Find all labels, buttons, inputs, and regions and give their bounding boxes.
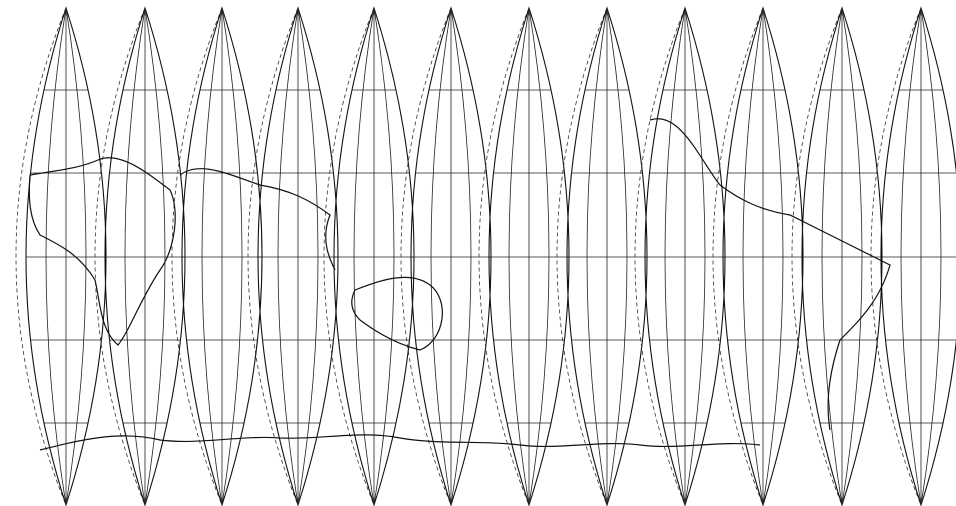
- coastlines: [28, 118, 891, 451]
- gore-outline: [880, 6, 956, 506]
- gore-dashed-edge: [556, 7, 608, 506]
- coastline: [179, 168, 336, 271]
- gore-dashed-edge: [400, 7, 452, 506]
- gore-dashed-edge: [94, 7, 146, 506]
- gore-dashed-edge: [478, 7, 530, 506]
- gore-dashed-edge: [171, 7, 223, 506]
- coastline: [351, 276, 443, 351]
- gore-dashed-edge: [712, 7, 764, 506]
- gore-dashed-edge: [323, 7, 375, 506]
- gore-dashed-edge: [15, 7, 67, 506]
- coastline: [649, 118, 891, 431]
- gores: [15, 6, 956, 506]
- gore-dashed-edge: [870, 7, 922, 506]
- gore-dashed-edge: [634, 7, 686, 506]
- coastline: [39, 434, 761, 451]
- gore-dashed-edge: [247, 7, 299, 506]
- gore-dashed-edge: [791, 7, 843, 506]
- coastline: [28, 157, 176, 346]
